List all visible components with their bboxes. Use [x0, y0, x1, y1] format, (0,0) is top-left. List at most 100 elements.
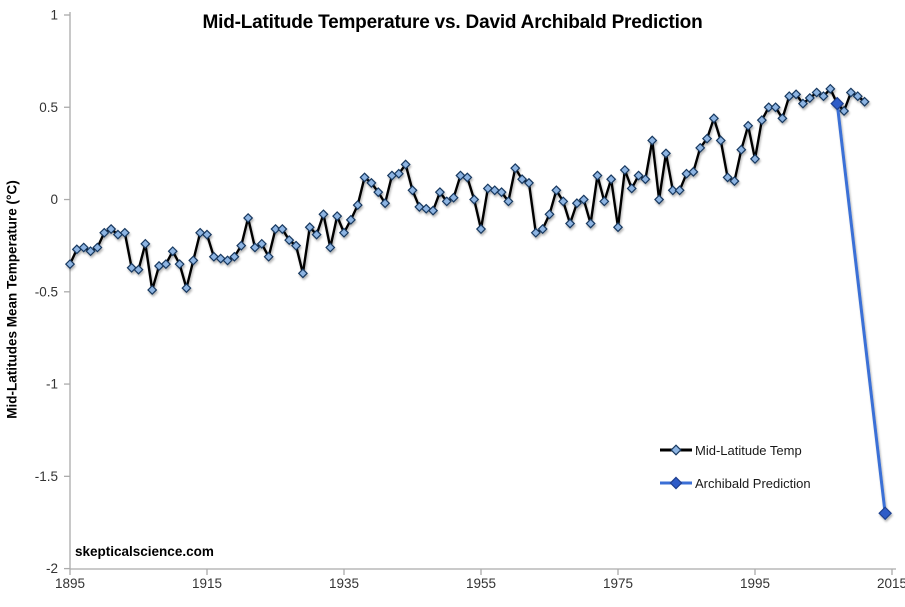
temp-data-point — [249, 242, 260, 253]
prediction-series-line — [835, 102, 887, 515]
temp-data-point — [503, 196, 514, 207]
temp-data-point — [441, 196, 452, 207]
temp-data-point — [756, 115, 767, 126]
temp-data-point — [106, 224, 117, 235]
temp-data-point — [763, 102, 774, 113]
y-tick-label: -1.5 — [35, 469, 58, 484]
temp-data-point — [510, 163, 521, 174]
temp-data-point — [729, 176, 740, 187]
temp-data-point — [811, 87, 822, 98]
temp-data-point — [284, 235, 295, 246]
x-tick-label: 1935 — [329, 576, 359, 591]
chart-title: Mid-Latitude Temperature vs. David Archi… — [202, 12, 703, 33]
temp-data-point — [619, 164, 630, 176]
tick-labels: 1895 1915 1935 1955 1975 1995 2015 1 0.5 0 -0.5 -1 -… — [35, 8, 905, 592]
temp-series — [64, 83, 870, 296]
temp-data-point — [695, 142, 706, 153]
legend-label-temp: Mid-Latitude Temp — [695, 442, 802, 458]
temp-data-point — [558, 196, 569, 207]
temp-data-point — [839, 105, 850, 117]
temp-data-point — [647, 135, 658, 146]
temp-data-point — [222, 255, 233, 266]
temp-data-point — [133, 264, 144, 275]
temp-data-point — [462, 172, 473, 183]
temp-data-point — [469, 194, 480, 205]
temp-data-point — [852, 91, 863, 102]
temp-data-point — [345, 214, 356, 225]
temp-data-point — [606, 174, 617, 185]
x-tick-label: 1975 — [603, 576, 633, 591]
temp-data-point — [400, 159, 411, 170]
temp-data-point — [208, 251, 219, 262]
x-tick-label: 1895 — [55, 576, 85, 591]
temp-data-point — [297, 268, 308, 279]
temp-data-point — [571, 198, 582, 209]
temp-data-point — [612, 222, 624, 233]
temp-data-point — [366, 177, 377, 188]
temp-data-point — [489, 185, 500, 196]
temp-data-point — [578, 194, 589, 205]
temp-data-point — [126, 262, 137, 273]
temp-data-point — [599, 196, 610, 207]
temp-data-point — [770, 102, 781, 113]
temp-data-point — [291, 240, 302, 251]
temp-data-point — [256, 238, 267, 249]
y-tick-label: -2 — [46, 561, 58, 576]
temp-data-point — [243, 212, 254, 224]
temp-data-point — [434, 187, 445, 198]
prediction-data-point — [830, 96, 845, 111]
temp-data-point — [92, 242, 103, 253]
temp-data-point — [537, 224, 548, 235]
temp-data-point — [825, 83, 836, 94]
temp-data-point — [229, 251, 240, 262]
temp-data-point — [544, 209, 555, 220]
temp-data-point — [414, 201, 425, 212]
temp-data-point — [78, 242, 89, 253]
temp-data-point — [565, 218, 576, 229]
x-tick-label: 1915 — [192, 576, 222, 591]
temp-data-point — [797, 98, 808, 109]
temp-data-point — [667, 185, 678, 196]
temp-data-point — [640, 174, 651, 185]
y-tick-label: -0.5 — [35, 284, 58, 299]
temp-data-point — [304, 222, 315, 233]
temp-data-point — [160, 259, 171, 270]
temp-data-point — [845, 87, 856, 98]
temp-series-markers — [64, 83, 870, 296]
temp-data-point — [393, 168, 404, 179]
temp-data-point — [352, 200, 363, 211]
temp-data-point — [119, 227, 130, 238]
temp-data-point — [708, 113, 719, 124]
temp-data-point — [702, 133, 713, 144]
legend-label-prediction: Archibald Prediction — [695, 475, 811, 491]
temp-data-point — [318, 209, 329, 220]
temp-legend-swatch-icon — [660, 444, 692, 456]
y-tick-label: 1 — [50, 8, 58, 23]
x-tick-label: 1955 — [466, 576, 496, 591]
temp-data-point — [380, 198, 391, 209]
temp-data-point — [530, 227, 541, 238]
temp-data-point — [407, 185, 418, 196]
temp-data-point — [496, 187, 507, 198]
temp-data-point — [517, 174, 528, 185]
temp-data-point — [743, 120, 754, 131]
temp-data-point — [626, 183, 637, 194]
temp-data-point — [688, 166, 699, 177]
temp-data-point — [777, 113, 788, 124]
temp-data-point — [373, 187, 384, 198]
temp-data-point — [859, 96, 870, 107]
temp-data-point — [311, 229, 322, 240]
temp-data-point — [263, 251, 274, 262]
temp-data-point — [64, 259, 76, 270]
prediction-data-point — [878, 506, 892, 521]
temp-data-point — [585, 218, 596, 229]
y-tick-label: 0 — [50, 192, 58, 207]
temp-data-point — [592, 170, 603, 181]
temp-data-point — [270, 224, 281, 235]
legend-item-archibald-prediction: Archibald Prediction — [659, 473, 811, 493]
legend: Mid-Latitude Temp Archibald Prediction — [659, 440, 811, 506]
temp-data-point — [99, 227, 110, 238]
temp-data-point — [201, 229, 213, 240]
temp-data-point — [523, 177, 534, 188]
